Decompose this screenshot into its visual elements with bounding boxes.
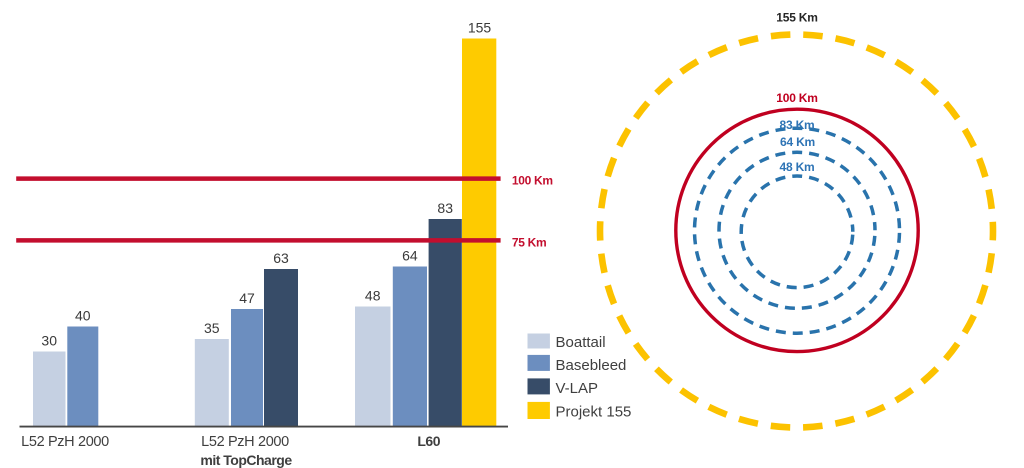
svg-text:64: 64 xyxy=(402,248,418,264)
svg-text:40: 40 xyxy=(75,308,91,324)
svg-text:83 Km: 83 Km xyxy=(779,118,814,132)
svg-text:100 Km: 100 Km xyxy=(776,91,818,105)
svg-text:75 Km: 75 Km xyxy=(512,235,547,249)
svg-text:100 Km: 100 Km xyxy=(512,173,553,187)
svg-text:mit TopCharge: mit TopCharge xyxy=(200,452,292,468)
svg-text:47: 47 xyxy=(239,290,255,306)
svg-text:V-LAP: V-LAP xyxy=(556,380,599,397)
svg-text:48: 48 xyxy=(365,288,381,304)
svg-text:30: 30 xyxy=(41,333,57,349)
svg-text:L52 PzH 2000: L52 PzH 2000 xyxy=(201,434,289,450)
svg-text:64 Km: 64 Km xyxy=(780,135,815,149)
svg-text:Projekt 155: Projekt 155 xyxy=(556,404,632,421)
svg-text:63: 63 xyxy=(273,250,289,266)
svg-text:35: 35 xyxy=(204,320,220,336)
svg-text:L52 PzH 2000: L52 PzH 2000 xyxy=(21,434,109,450)
svg-text:155: 155 xyxy=(468,20,492,36)
svg-text:Basebleed: Basebleed xyxy=(556,357,627,374)
svg-text:L60: L60 xyxy=(417,433,440,449)
svg-text:83: 83 xyxy=(437,200,453,216)
svg-text:155 Km: 155 Km xyxy=(776,11,818,25)
svg-text:Boattail: Boattail xyxy=(556,334,606,351)
svg-text:48 Km: 48 Km xyxy=(779,160,814,174)
